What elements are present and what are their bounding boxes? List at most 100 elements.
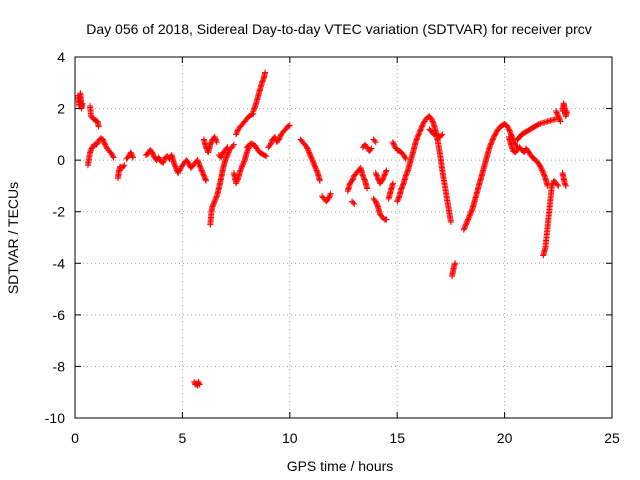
data-point bbox=[175, 168, 182, 175]
data-point bbox=[286, 122, 293, 129]
data-point bbox=[176, 167, 183, 174]
data-point bbox=[462, 221, 469, 228]
data-point bbox=[175, 170, 182, 177]
data-point bbox=[395, 195, 402, 202]
data-point bbox=[373, 199, 380, 206]
data-point bbox=[350, 199, 357, 206]
data-point bbox=[562, 182, 569, 189]
data-point bbox=[259, 78, 266, 85]
data-point bbox=[349, 177, 356, 184]
data-point bbox=[383, 167, 390, 174]
data-point bbox=[311, 162, 318, 169]
data-point bbox=[439, 131, 446, 138]
data-point bbox=[223, 154, 230, 161]
data-point bbox=[451, 261, 458, 268]
x-tick-label: 5 bbox=[179, 430, 187, 446]
data-points bbox=[75, 69, 570, 389]
data-point bbox=[202, 176, 209, 183]
data-point bbox=[210, 200, 217, 207]
data-point bbox=[364, 144, 371, 151]
data-point bbox=[325, 195, 332, 202]
x-tick-label: 0 bbox=[71, 430, 79, 446]
data-point bbox=[249, 111, 256, 118]
data-point bbox=[553, 108, 560, 115]
data-point bbox=[238, 164, 245, 171]
data-point bbox=[390, 140, 397, 147]
data-point bbox=[314, 168, 321, 175]
data-point bbox=[177, 166, 184, 173]
data-point bbox=[401, 153, 408, 160]
data-point bbox=[460, 226, 467, 233]
data-point bbox=[503, 122, 510, 129]
data-point bbox=[79, 100, 86, 107]
data-point bbox=[312, 163, 319, 170]
data-point bbox=[428, 115, 435, 122]
data-point bbox=[326, 194, 333, 201]
data-point bbox=[561, 180, 568, 187]
data-point bbox=[400, 151, 407, 158]
data-point bbox=[415, 132, 422, 139]
data-point bbox=[212, 135, 219, 142]
data-point bbox=[194, 158, 201, 165]
data-point bbox=[276, 135, 283, 142]
data-point bbox=[373, 171, 380, 178]
data-point bbox=[506, 127, 513, 134]
data-point bbox=[156, 155, 163, 162]
data-point bbox=[201, 173, 208, 180]
data-point bbox=[308, 155, 315, 162]
data-point bbox=[230, 141, 237, 148]
data-point bbox=[462, 222, 469, 229]
data-point bbox=[222, 157, 229, 164]
data-point bbox=[120, 163, 127, 170]
data-point bbox=[416, 130, 423, 137]
data-point bbox=[100, 139, 107, 146]
data-point bbox=[373, 172, 380, 179]
data-point bbox=[307, 153, 314, 160]
data-point bbox=[234, 176, 241, 183]
data-point bbox=[239, 162, 246, 169]
data-point bbox=[263, 153, 270, 160]
data-point bbox=[121, 162, 128, 169]
data-point bbox=[467, 211, 474, 218]
data-point bbox=[239, 163, 246, 170]
data-point bbox=[87, 148, 94, 155]
data-point bbox=[271, 133, 278, 140]
data-point bbox=[229, 142, 236, 149]
data-point bbox=[464, 219, 471, 226]
data-point bbox=[201, 175, 208, 182]
data-point bbox=[195, 159, 202, 166]
data-point bbox=[402, 154, 409, 161]
data-point bbox=[327, 191, 334, 198]
data-point bbox=[233, 179, 240, 186]
data-point bbox=[487, 142, 494, 149]
axis-ticks: 0 5 10 15 20 25 -10 -8 -6 -4 -2 0 2 4 bbox=[45, 49, 620, 446]
data-point bbox=[535, 161, 542, 168]
data-point bbox=[562, 181, 569, 188]
data-point bbox=[438, 132, 445, 139]
y-tick-label: -4 bbox=[53, 255, 66, 271]
data-point bbox=[505, 124, 512, 131]
data-point bbox=[268, 139, 275, 146]
data-point bbox=[489, 136, 496, 143]
data-point bbox=[237, 167, 244, 174]
data-point bbox=[417, 127, 424, 134]
data-point bbox=[285, 122, 292, 129]
data-point bbox=[170, 159, 177, 166]
data-point bbox=[372, 139, 379, 146]
data-point bbox=[360, 173, 367, 180]
data-point bbox=[200, 172, 207, 179]
data-point bbox=[251, 105, 258, 112]
data-point bbox=[213, 194, 220, 201]
data-point bbox=[258, 79, 265, 86]
data-point bbox=[94, 140, 101, 147]
plot-border bbox=[74, 56, 613, 419]
y-axis-label: SDTVAR / TECUs bbox=[5, 182, 21, 294]
data-point bbox=[253, 144, 260, 151]
data-point bbox=[361, 176, 368, 183]
data-point bbox=[466, 213, 473, 220]
data-point bbox=[222, 155, 229, 162]
data-point bbox=[525, 148, 532, 155]
data-point bbox=[309, 158, 316, 165]
data-point bbox=[381, 171, 388, 178]
